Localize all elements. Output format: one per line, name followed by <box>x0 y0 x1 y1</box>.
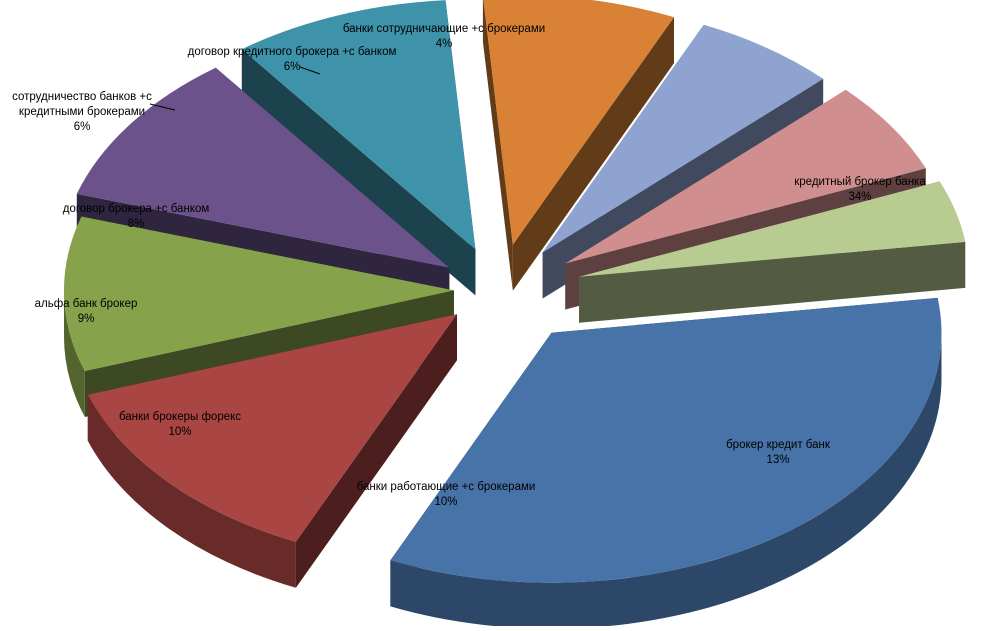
slice-label-name: договор брокера +с банком <box>63 203 210 215</box>
slice-label: брокер кредит банк 13% <box>726 439 831 466</box>
slice-label-percent: 6% <box>74 121 91 133</box>
pie-slice <box>87 314 458 542</box>
pie-slice-group <box>579 181 966 323</box>
slice-label-percent: 10% <box>434 496 457 508</box>
pie-slice-wall <box>579 241 966 323</box>
slice-label-name: банки сотрудничающие +с брокерами <box>343 23 545 35</box>
slice-label-name: брокер кредит банк <box>726 439 831 451</box>
slice-label-percent: 9% <box>78 313 95 325</box>
slice-label: банки брокеры форекс 10% <box>119 411 241 438</box>
pie-slice-group <box>241 0 476 296</box>
slice-label-percent: 8% <box>128 218 145 230</box>
slice-label-name: кредитными брокерами <box>19 106 145 118</box>
pie-slice <box>76 67 450 268</box>
slice-label-percent: 10% <box>168 426 191 438</box>
slice-label-name: альфа банк брокер <box>35 298 138 310</box>
slice-label-percent: 13% <box>766 454 789 466</box>
pie-slice-group <box>87 314 458 588</box>
slice-label-percent: 34% <box>848 191 871 203</box>
pie-slice <box>542 24 824 253</box>
pie-slice <box>63 216 454 371</box>
pie-slice <box>390 297 942 583</box>
slice-label: договор кредитного брокера +с банком 6% <box>188 46 397 73</box>
leader-line <box>299 66 321 75</box>
pie-slice <box>241 0 476 250</box>
pie-slice-group <box>390 297 942 629</box>
slice-label-percent: 4% <box>436 38 453 50</box>
leader-line <box>149 103 176 111</box>
slice-label-name: сотрудничество банков +с <box>12 91 152 103</box>
slice-label: банки сотрудничающие +с брокерами 4% <box>343 23 545 50</box>
pie-slice-wall <box>512 17 674 291</box>
slice-label: договор брокера +с банком 8% <box>63 203 210 230</box>
pie-slice <box>565 89 926 264</box>
slice-label: кредитный брокер банка 34% <box>794 176 926 203</box>
slice-label-percent: 6% <box>284 61 301 73</box>
slice-label-name: банки брокеры форекс <box>119 411 241 423</box>
pie-slice <box>483 0 674 245</box>
pie-slice-rim <box>390 332 942 629</box>
pie-slice-wall <box>241 49 476 296</box>
pie-slice-rim <box>87 394 296 588</box>
slice-label: банки работающие +с брокерами 10% <box>357 481 536 508</box>
pie-slice-wall <box>295 314 457 588</box>
pie-slice-wall <box>482 0 513 291</box>
pie-slice <box>579 181 966 277</box>
pie-slice-group <box>482 0 674 291</box>
slice-label-name: кредитный брокер банка <box>794 176 926 188</box>
slice-label: альфа банк брокер 9% <box>35 298 138 325</box>
slice-label-name: договор кредитного брокера +с банком <box>188 46 397 58</box>
slice-label: сотрудничество банков +с кредитными броке… <box>12 91 152 133</box>
pie-slice-rim <box>63 290 85 417</box>
slice-label-name: банки работающие +с брокерами <box>357 481 536 493</box>
